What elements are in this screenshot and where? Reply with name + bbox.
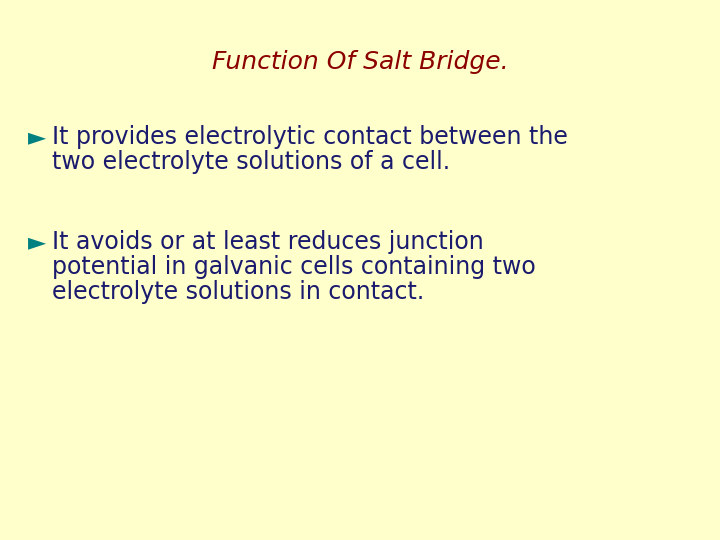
Text: potential in galvanic cells containing two: potential in galvanic cells containing t…: [52, 255, 536, 279]
Text: Function Of Salt Bridge.: Function Of Salt Bridge.: [212, 50, 508, 74]
Text: ►: ►: [28, 230, 46, 254]
Text: electrolyte solutions in contact.: electrolyte solutions in contact.: [52, 280, 424, 304]
Text: ►: ►: [28, 125, 46, 149]
Text: It avoids or at least reduces junction: It avoids or at least reduces junction: [52, 230, 484, 254]
Text: It provides electrolytic contact between the: It provides electrolytic contact between…: [52, 125, 568, 149]
Text: two electrolyte solutions of a cell.: two electrolyte solutions of a cell.: [52, 150, 450, 174]
